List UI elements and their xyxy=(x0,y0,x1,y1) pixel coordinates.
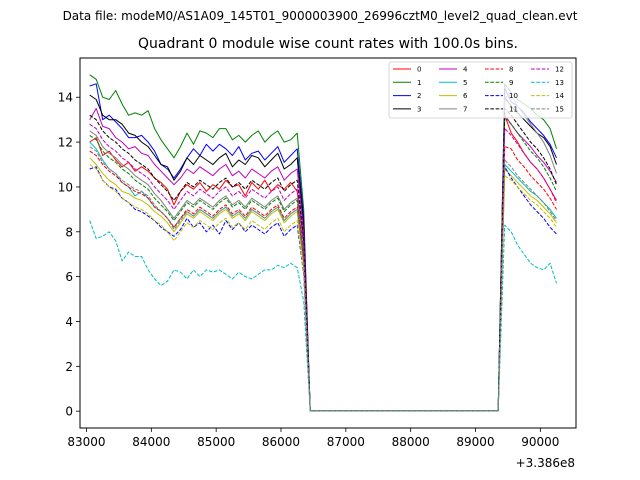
legend-label-1: 1 xyxy=(417,79,421,87)
y-tick-label: 2 xyxy=(65,360,73,374)
legend-label-4: 4 xyxy=(463,66,468,74)
y-tick-label: 10 xyxy=(58,180,73,194)
x-tick-label: 86000 xyxy=(262,435,300,449)
x-tick-label: 88000 xyxy=(392,435,430,449)
legend-box xyxy=(388,61,573,119)
legend-label-14: 14 xyxy=(555,92,564,100)
legend-label-8: 8 xyxy=(509,66,513,74)
series-lines xyxy=(89,74,557,412)
y-tick-label: 4 xyxy=(65,315,73,329)
legend-label-3: 3 xyxy=(417,105,421,113)
y-tick-label: 14 xyxy=(58,91,73,105)
series-line-15 xyxy=(89,146,557,412)
legend-label-11: 11 xyxy=(509,105,518,113)
legend-label-15: 15 xyxy=(555,105,564,113)
y-tick-label: 6 xyxy=(65,270,73,284)
legend-label-6: 6 xyxy=(463,92,468,100)
x-tick-label: 84000 xyxy=(132,435,170,449)
legend-label-10: 10 xyxy=(509,92,518,100)
x-tick-label: 87000 xyxy=(327,435,365,449)
legend-label-9: 9 xyxy=(509,79,513,87)
legend-label-13: 13 xyxy=(555,79,564,87)
x-tick-label: 90000 xyxy=(521,435,559,449)
y-axis-ticks: 0 2 4 6 8 10 12 14 xyxy=(58,91,80,419)
chart-title: Quadrant 0 module wise count rates with … xyxy=(138,36,518,52)
legend-label-0: 0 xyxy=(417,66,421,74)
x-tick-label: 83000 xyxy=(67,435,105,449)
plot-frame xyxy=(79,57,577,429)
figure-suptitle: Data file: modeM0/AS1A09_145T01_90000039… xyxy=(63,9,578,23)
legend-label-7: 7 xyxy=(463,105,467,113)
legend-label-2: 2 xyxy=(417,92,421,100)
x-offset-label: +3.386e8 xyxy=(516,456,575,470)
x-tick-label: 89000 xyxy=(456,435,494,449)
legend-label-5: 5 xyxy=(463,79,467,87)
legend-label-12: 12 xyxy=(555,66,564,74)
y-tick-label: 12 xyxy=(58,136,73,150)
y-tick-label: 0 xyxy=(65,405,73,419)
x-tick-label: 85000 xyxy=(197,435,235,449)
y-tick-label: 8 xyxy=(65,225,73,239)
x-axis-ticks: 83000 84000 85000 86000 87000 88000 89000 90000 xyxy=(67,428,559,449)
